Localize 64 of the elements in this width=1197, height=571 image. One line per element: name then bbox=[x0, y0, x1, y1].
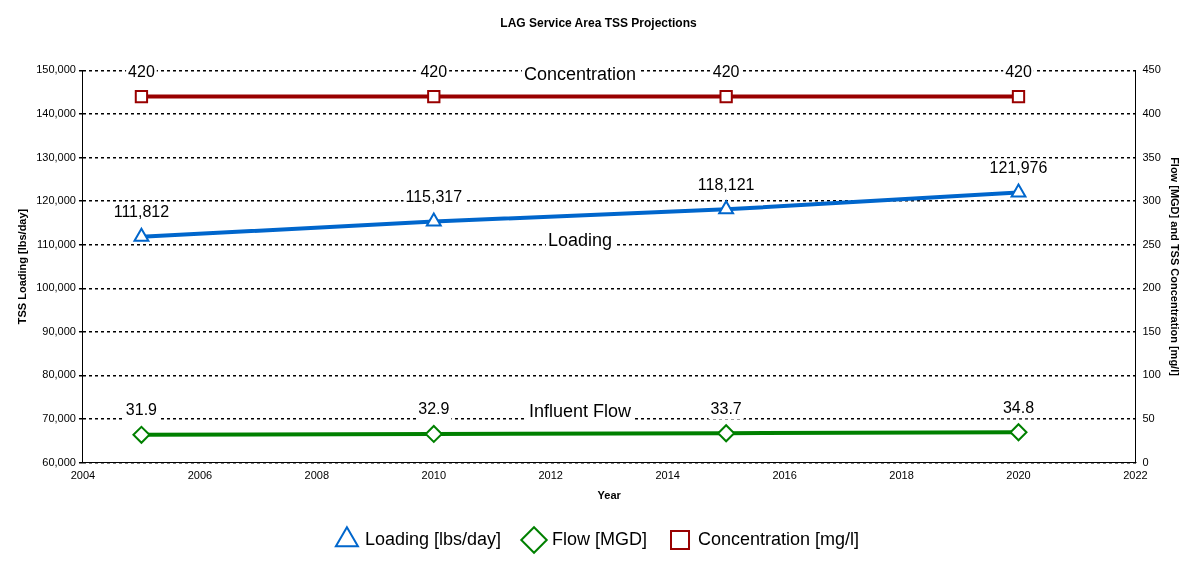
data-label: 32.9 bbox=[418, 400, 450, 418]
point bbox=[427, 89, 441, 104]
point bbox=[133, 227, 150, 242]
data-label: 118,121 bbox=[697, 175, 755, 193]
legend-label: Concentration [mg/l] bbox=[698, 528, 860, 549]
y-tick-label: 140,000 bbox=[36, 107, 76, 120]
point bbox=[1009, 423, 1028, 442]
y2-tick-label: 0 bbox=[1142, 455, 1149, 468]
x-tick-label: 2004 bbox=[70, 469, 96, 482]
y-tick-label: 100,000 bbox=[36, 281, 76, 294]
data-label: 420 bbox=[420, 62, 448, 80]
annotation: Loading bbox=[547, 230, 613, 251]
data-label: 31.9 bbox=[125, 401, 158, 419]
data-label: 115,317 bbox=[405, 187, 463, 205]
point bbox=[425, 212, 442, 227]
legend-label: Loading [lbs/day] bbox=[364, 528, 502, 549]
y2-tick-label: 150 bbox=[1142, 324, 1161, 337]
y2-tick-label: 350 bbox=[1142, 150, 1161, 163]
y2-tick-label: 200 bbox=[1142, 281, 1161, 294]
y-tick-label: 120,000 bbox=[36, 194, 76, 207]
y-tick-label: 70,000 bbox=[42, 412, 76, 425]
x-tick-label: 2018 bbox=[889, 469, 914, 482]
x-tick-label: 2016 bbox=[772, 469, 797, 482]
data-label: 420 bbox=[712, 62, 740, 80]
point bbox=[132, 425, 151, 444]
y2-tick-label: 250 bbox=[1142, 237, 1161, 250]
y2-tick-label: 50 bbox=[1142, 412, 1155, 425]
x-tick-label: 2014 bbox=[655, 469, 680, 482]
data-label: 33.7 bbox=[710, 399, 742, 417]
data-label: 111,812 bbox=[113, 203, 170, 221]
y-tick-label: 110,000 bbox=[37, 237, 76, 250]
point bbox=[1011, 89, 1026, 104]
x-axis-title: Year bbox=[597, 489, 622, 502]
x-tick-label: 2010 bbox=[421, 469, 447, 482]
x-tick-label: 2022 bbox=[1123, 469, 1148, 482]
annotation: Concentration bbox=[523, 63, 637, 84]
y-axis-title: TSS Loading [lbs/day] bbox=[15, 208, 28, 325]
y2-tick-label: 300 bbox=[1142, 194, 1161, 207]
y2-tick-label: 450 bbox=[1142, 63, 1161, 76]
data-label: 420 bbox=[128, 62, 155, 80]
point bbox=[719, 89, 733, 104]
point bbox=[424, 424, 443, 443]
y-tick-label: 130,000 bbox=[36, 150, 76, 163]
chart-title: LAG Service Area TSS Projections bbox=[500, 15, 697, 30]
y-tick-label: 90,000 bbox=[42, 324, 76, 337]
point bbox=[717, 424, 736, 443]
point bbox=[718, 200, 735, 215]
y2-axis-title: Flow [MGD] and TSS Concentration [mg/l] bbox=[1169, 157, 1182, 377]
x-tick-label: 2008 bbox=[304, 469, 330, 482]
point bbox=[1010, 183, 1027, 198]
data-label: 34.8 bbox=[1002, 398, 1035, 416]
y2-tick-label: 400 bbox=[1142, 107, 1161, 120]
y-tick-label: 80,000 bbox=[42, 368, 76, 381]
x-tick-label: 2012 bbox=[538, 469, 563, 482]
data-label: 420 bbox=[1005, 62, 1032, 80]
annotation: Influent Flow bbox=[528, 400, 632, 421]
y-tick-label: 60,000 bbox=[42, 455, 76, 468]
data-label: 121,976 bbox=[989, 158, 1048, 176]
y-tick-label: 150,000 bbox=[36, 63, 76, 76]
x-tick-label: 2020 bbox=[1006, 469, 1031, 482]
point bbox=[134, 89, 149, 104]
legend-label: Flow [MGD] bbox=[552, 528, 648, 549]
x-tick-label: 2006 bbox=[187, 469, 213, 482]
y2-tick-label: 100 bbox=[1142, 368, 1161, 381]
